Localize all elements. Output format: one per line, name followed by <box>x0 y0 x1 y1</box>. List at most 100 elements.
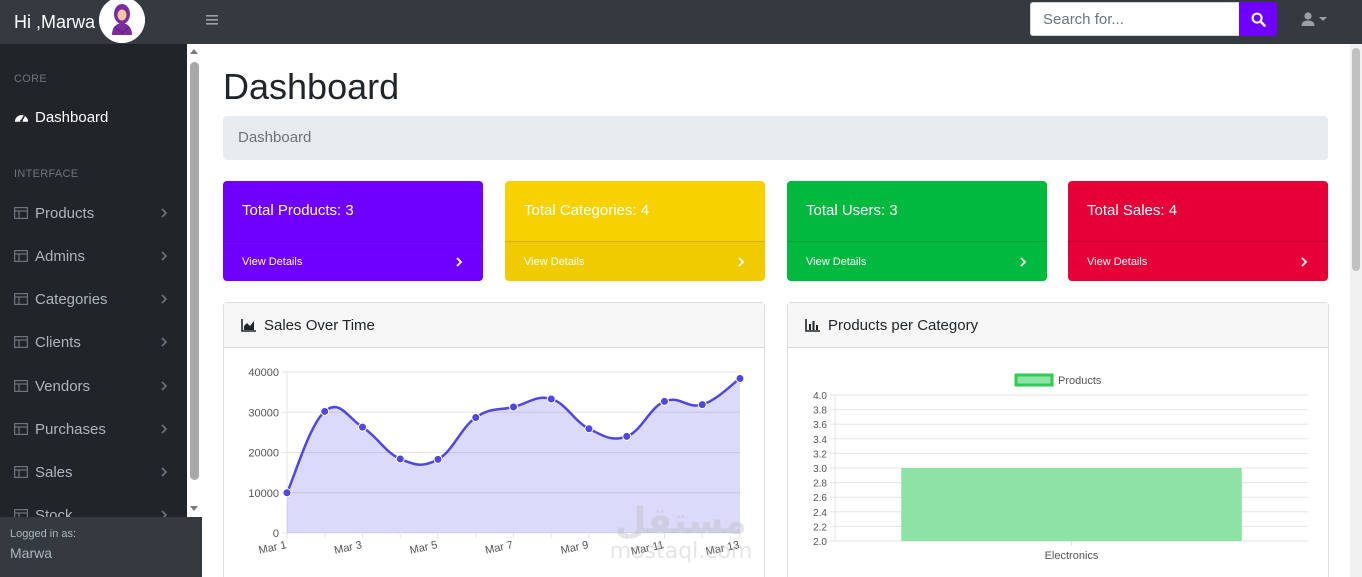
x-tick-label: Mar 13 <box>705 539 741 558</box>
logged-in-username: Marwa <box>10 545 53 561</box>
x-tick-label: Electronics <box>1045 550 1099 562</box>
category-bar-chart: Products 2.0 2.2 2.4 2.6 2.8 3.0 3.2 3.4 3.6 3.8 4… <box>813 373 1308 562</box>
chevron-right-icon <box>161 467 168 477</box>
page-scrollbar[interactable] <box>1350 44 1362 577</box>
x-tick-label: Mar 3 <box>333 539 363 557</box>
y-tick-label: 3.4 <box>813 435 827 446</box>
view-details-link[interactable]: View Details <box>223 241 483 281</box>
y-tick-label: 2.4 <box>813 508 827 519</box>
data-point[interactable] <box>660 396 669 406</box>
sidebar-footer: Logged in as: Marwa <box>0 517 202 577</box>
page-title: Dashboard <box>223 66 400 107</box>
sidebar-item-dashboard[interactable]: Dashboard <box>13 105 173 129</box>
panel-title: Products per Category <box>828 316 979 334</box>
user-icon <box>1301 12 1315 26</box>
y-tick-label: 0 <box>273 528 279 540</box>
sidebar-toggle-button[interactable] <box>206 10 226 30</box>
scroll-up-arrow-icon[interactable] <box>190 49 198 54</box>
y-tick-label: 3.2 <box>813 449 827 460</box>
sidebar-item-label: Dashboard <box>35 108 109 126</box>
bar-chart-icon <box>805 319 820 332</box>
stat-card-sales: Total Sales: 4 View Details <box>1068 181 1328 281</box>
y-tick-label: 4.0 <box>813 391 827 402</box>
chevron-right-icon <box>161 337 168 347</box>
table-icon <box>13 379 29 393</box>
legend-swatch[interactable] <box>1014 373 1054 387</box>
page-scrollbar-thumb[interactable] <box>1352 48 1360 271</box>
y-tick-label: 2.0 <box>813 537 827 548</box>
data-point[interactable] <box>471 412 481 422</box>
bar[interactable] <box>901 468 1242 541</box>
sidebar-item-vendors[interactable]: Vendors <box>13 374 173 398</box>
sidebar-item-sales[interactable]: Sales <box>13 460 173 484</box>
x-tick-label: Mar 1 <box>258 539 288 557</box>
x-tick-label: Mar 7 <box>484 539 514 557</box>
scroll-down-arrow-icon[interactable] <box>190 506 198 511</box>
search-input[interactable] <box>1030 2 1239 36</box>
sidebar-item-stock[interactable]: Stock <box>13 503 173 517</box>
user-dropdown-toggle[interactable] <box>1300 11 1327 27</box>
data-point[interactable] <box>358 422 367 432</box>
view-details-link[interactable]: View Details <box>1068 241 1328 281</box>
table-icon <box>13 249 29 263</box>
sidebar-menu: CORE Dashboard INTERFACE Products Admins <box>0 44 187 517</box>
x-tick-label: Mar 9 <box>560 539 590 557</box>
data-point[interactable] <box>282 488 292 498</box>
scrollbar-thumb[interactable] <box>190 62 199 480</box>
data-point[interactable] <box>509 402 518 412</box>
user-avatar <box>99 0 145 43</box>
sidebar-heading-core: CORE <box>14 73 47 85</box>
top-navbar: Hi ,Marwa <box>0 0 1362 44</box>
breadcrumb-item: Dashboard <box>238 129 312 146</box>
view-details-link[interactable]: View Details <box>787 241 1047 281</box>
x-tick-label: Mar 11 <box>630 539 665 558</box>
table-icon <box>13 206 29 220</box>
angle-right-icon <box>1301 256 1308 267</box>
table-icon <box>13 335 29 349</box>
sidebar-scrollbar[interactable] <box>187 44 202 517</box>
products-per-category-panel: Products per Category Products 2.0 2.2 2.4… <box>787 302 1329 577</box>
data-point[interactable] <box>622 431 632 441</box>
sidebar-item-purchases[interactable]: Purchases <box>13 417 173 441</box>
search-button[interactable] <box>1239 2 1277 36</box>
sidebar-item-label: Clients <box>35 333 81 351</box>
brand-greeting[interactable]: Hi ,Marwa <box>14 11 96 32</box>
sidebar: CORE Dashboard INTERFACE Products Admins <box>0 44 202 577</box>
data-point[interactable] <box>320 406 330 416</box>
sidebar-item-admins[interactable]: Admins <box>13 244 173 268</box>
stat-card-products: Total Products: 3 View Details <box>223 181 483 281</box>
x-tick-label: Mar 5 <box>409 539 439 557</box>
sidebar-item-label: Vendors <box>35 377 91 395</box>
data-point[interactable] <box>433 454 443 464</box>
chevron-right-icon <box>161 510 168 517</box>
sidebar-heading-interface: INTERFACE <box>14 168 79 180</box>
sales-over-time-panel: Sales Over Time 0 10000 20000 30000 40000 Ma… <box>223 302 765 577</box>
search-icon <box>1251 12 1266 27</box>
panel-title: Sales Over Time <box>264 316 375 334</box>
table-icon <box>13 292 29 306</box>
data-point[interactable] <box>697 400 707 410</box>
y-tick-label: 30000 <box>248 407 279 419</box>
sidebar-item-clients[interactable]: Clients <box>13 330 173 354</box>
breadcrumb: Dashboard <box>223 116 1328 160</box>
legend-label[interactable]: Products <box>1058 375 1102 387</box>
data-point[interactable] <box>395 454 405 464</box>
view-details-link[interactable]: View Details <box>505 241 765 281</box>
sidebar-item-label: Categories <box>35 290 108 308</box>
sales-line-chart: 0 10000 20000 30000 40000 Mar 1 Mar 3 Mar 5 Mar… <box>248 367 745 558</box>
panel-header: Products per Category <box>788 303 1328 348</box>
logged-in-label: Logged in as: <box>10 528 77 540</box>
sidebar-item-categories[interactable]: Categories <box>13 287 173 311</box>
data-point[interactable] <box>735 373 745 383</box>
y-tick-label: 2.8 <box>813 479 827 490</box>
data-point[interactable] <box>584 424 594 434</box>
sidebar-item-products[interactable]: Products <box>13 201 173 225</box>
data-point[interactable] <box>546 394 556 404</box>
chevron-right-icon <box>161 294 168 304</box>
sidebar-item-label: Sales <box>35 463 73 481</box>
card-title: Total Categories: 4 <box>524 202 650 219</box>
card-title: Total Products: 3 <box>242 202 354 219</box>
angle-right-icon <box>456 256 463 267</box>
y-tick-label: 10000 <box>248 488 279 500</box>
sidebar-item-label: Purchases <box>35 420 106 438</box>
